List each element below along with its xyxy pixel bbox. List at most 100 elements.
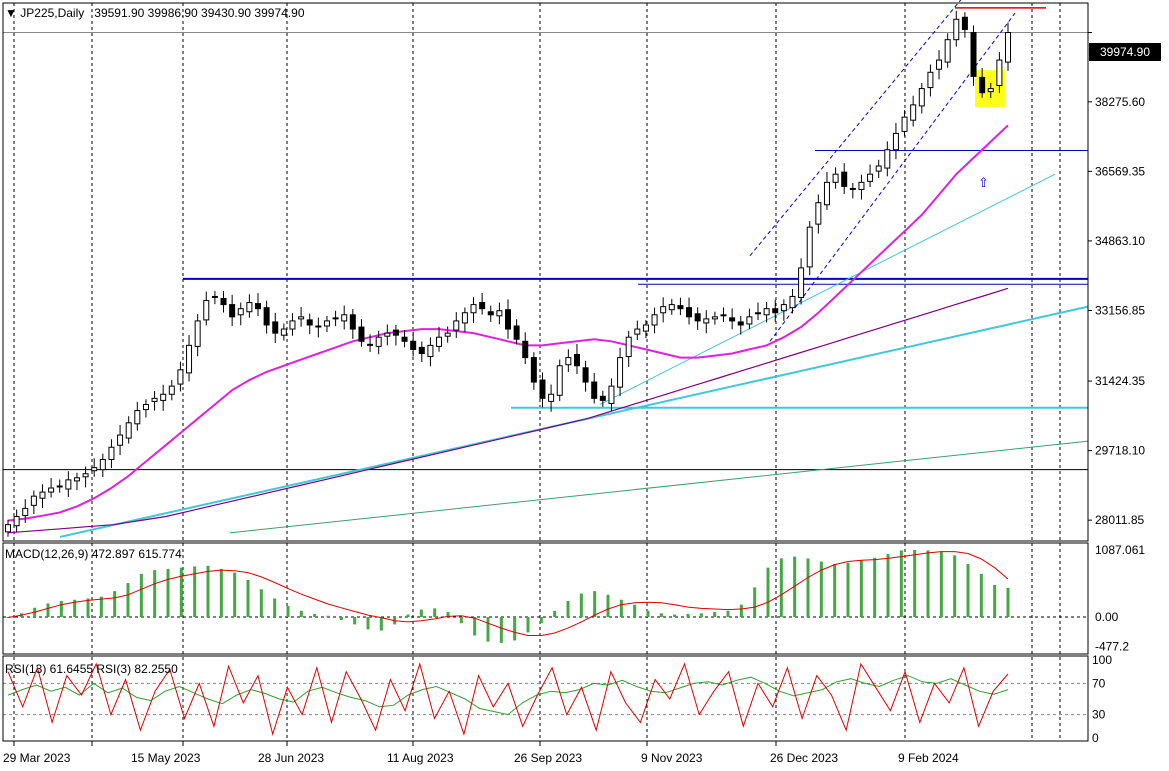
rsi-tick-label: 70 (1092, 676, 1106, 690)
candle-body (513, 325, 520, 340)
x-tick-label: 9 Feb 2024 (898, 751, 959, 765)
macd-histogram-bar (553, 610, 557, 617)
macd-histogram-bar (406, 614, 410, 617)
macd-histogram-bar (699, 613, 703, 617)
macd-histogram-bar (579, 593, 583, 617)
macd-histogram-bar (819, 561, 823, 617)
macd-histogram-bar (419, 609, 423, 617)
y-tick-label: 36569.35 (1095, 164, 1145, 178)
candle-body (1005, 32, 1011, 63)
candle-body (427, 344, 434, 358)
candle-body (522, 340, 529, 359)
macd-histogram-bar (606, 594, 610, 617)
y-tick-label: 29718.10 (1095, 444, 1145, 458)
macd-histogram-bar (433, 608, 437, 617)
candle-body (927, 71, 934, 89)
candle-body (65, 479, 72, 490)
candle-body (505, 309, 511, 330)
candle-body (858, 181, 865, 190)
candle-body (453, 320, 460, 331)
candle-body (263, 307, 270, 326)
candle-body (418, 346, 425, 355)
macd-histogram-bar (446, 612, 450, 617)
macd-histogram-bar (526, 617, 530, 633)
rsi-panel (3, 662, 1088, 736)
macd-histogram-bar (646, 610, 650, 617)
macd-tick-label: 0.00 (1095, 610, 1119, 624)
candle-body (979, 76, 986, 94)
candle-body (280, 328, 287, 336)
axes: 38275.60 36569.35 34863.10 33156.85 31424.35… (2, 2, 1145, 765)
macd-histogram-bar (486, 617, 490, 642)
macd-histogram-bar (459, 617, 463, 624)
candle-body (375, 336, 382, 347)
macd-histogram-bar (619, 599, 623, 617)
candle-body (582, 367, 589, 383)
candle-body (289, 320, 296, 330)
candle-body (686, 307, 693, 318)
candle-body (436, 336, 443, 347)
macd-histogram-bar (339, 617, 343, 621)
rsi-tick-label: 100 (1092, 653, 1112, 667)
ohlc-values: 39591.90 39986.90 39430.90 39974.90 (94, 6, 305, 20)
candle-body (910, 104, 917, 121)
y-tick-label: 38275.60 (1095, 95, 1145, 109)
candle-body (806, 226, 813, 268)
candle-body (323, 320, 330, 327)
x-tick-label: 9 Nov 2023 (641, 751, 703, 765)
macd-histogram-bar (926, 550, 930, 617)
macd-histogram-bar (659, 613, 663, 617)
candle-body (530, 357, 537, 383)
candle-body (349, 314, 356, 330)
candle-body (798, 267, 805, 298)
macd-histogram-bar (326, 615, 330, 617)
macd-histogram-bar (499, 617, 503, 643)
candle-body (651, 314, 658, 326)
candle-body (772, 308, 779, 314)
candle-body (841, 171, 848, 187)
candle-body (867, 173, 874, 182)
macd-histogram-bar (219, 568, 223, 617)
candle-body (599, 395, 606, 401)
ma-fast-line (7, 124, 1009, 522)
macd-histogram-bar (953, 555, 957, 617)
candle-body (255, 303, 261, 310)
macd-histogram-bar (113, 591, 117, 617)
macd-histogram-bar (833, 563, 837, 617)
macd-histogram-bar (899, 550, 903, 617)
candle-body (720, 314, 727, 317)
macd-histogram-bar (779, 558, 783, 617)
channel-line-lower (769, 12, 1016, 342)
candle-body (384, 332, 391, 337)
candle-body (892, 132, 899, 151)
macd-histogram-bar (593, 591, 597, 617)
rsi-label: RSI(13) 61.6455 RSI(3) 82.2550 (5, 662, 178, 676)
collapse-arrow-icon[interactable]: ▼ (5, 6, 17, 20)
candle-body (617, 357, 624, 388)
candle-body (660, 306, 667, 314)
candle-body (470, 304, 477, 314)
candle-body (901, 116, 908, 132)
candle-body (229, 304, 236, 318)
candle-body (944, 39, 951, 63)
candle-body (953, 18, 960, 41)
candle-body (220, 297, 227, 306)
macd-histogram-bar (886, 554, 890, 617)
trend-line-green (229, 440, 1089, 534)
x-tick-label: 29 Mar 2023 (3, 751, 71, 765)
y-tick-label: 33156.85 (1095, 303, 1145, 317)
candle-body (5, 524, 11, 533)
macd-histogram-bar (753, 587, 757, 617)
candle-body (884, 149, 891, 169)
panel-frame (2, 2, 1089, 542)
candle-body (755, 312, 761, 315)
candle-body (936, 59, 943, 70)
candle-body (401, 336, 408, 342)
candle-body (565, 357, 572, 366)
macd-histogram-bar (73, 599, 77, 617)
symbol-label: JP225,Daily (20, 6, 85, 20)
macd-histogram-bar (166, 568, 170, 617)
macd-histogram-bar (193, 566, 197, 617)
macd-histogram-bar (233, 572, 237, 617)
